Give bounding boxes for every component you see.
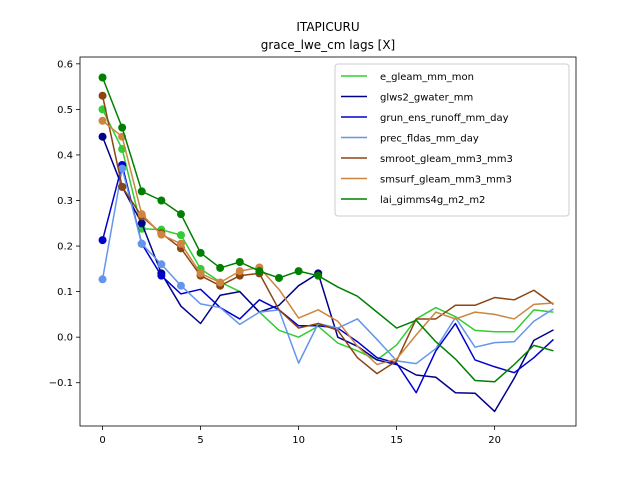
x-tick-label: 20	[488, 435, 501, 446]
series-point-lai_gimms4g_m2_m2-8	[255, 267, 264, 276]
legend-label-e_gleam_mm_mon: e_gleam_mm_mon	[380, 72, 474, 83]
series-point-prec_fldas_mm_day-2	[137, 239, 146, 248]
x-axis: 0 5 10 15 20	[99, 426, 501, 446]
series-point-lai_gimms4g_m2_m2-1	[118, 123, 127, 132]
series-point-lai_gimms4g_m2_m2-10	[294, 267, 303, 276]
legend-box	[334, 63, 570, 217]
series-line-glws2_gwater_mm	[101, 136, 554, 413]
series-point-prec_fldas_mm_day-3	[157, 260, 166, 269]
series-point-lai_gimms4g_m2_m2-5	[196, 248, 205, 257]
series-point-prec_fldas_mm_day-1	[118, 164, 127, 173]
chart-subtitle: grace_lwe_cm lags [X]	[261, 38, 395, 52]
x-tick-label: 10	[292, 435, 305, 446]
series-point-smsurf_gleam_mm3_mm3-3	[157, 230, 166, 239]
y-tick-label: 0.0	[57, 333, 73, 344]
legend-label-smroot_gleam_mm3_mm3: smroot_gleam_mm3_mm3	[380, 154, 513, 165]
y-tick-label: 0.3	[57, 196, 73, 207]
chart-title: ITAPICURU	[296, 20, 359, 34]
plot-frame	[79, 56, 577, 427]
series-layer	[98, 73, 554, 413]
series-point-smroot_gleam_mm3_mm3-1	[118, 182, 127, 191]
series-point-lai_gimms4g_m2_m2-0	[98, 73, 107, 82]
series-point-prec_fldas_mm_day-4	[176, 281, 185, 290]
series-point-lai_gimms4g_m2_m2-2	[137, 187, 146, 196]
series-point-smsurf_gleam_mm3_mm3-7	[235, 267, 244, 276]
series-point-grun_ens_runoff_mm_day-0	[98, 236, 107, 245]
series-point-smsurf_gleam_mm3_mm3-0	[98, 116, 107, 125]
legend-label-glws2_gwater_mm: glws2_gwater_mm	[380, 93, 473, 104]
series-point-smsurf_gleam_mm3_mm3-5	[196, 269, 205, 278]
y-tick-label: −0.1	[49, 378, 73, 389]
series-point-prec_fldas_mm_day-0	[98, 275, 107, 284]
series-point-smsurf_gleam_mm3_mm3-6	[216, 278, 225, 287]
series-point-glws2_gwater_mm-2	[137, 219, 146, 228]
series-point-lai_gimms4g_m2_m2-4	[176, 210, 185, 219]
legend-label-prec_fldas_mm_day: prec_fldas_mm_day	[380, 134, 479, 145]
legend-label-smsurf_gleam_mm3_mm3: smsurf_gleam_mm3_mm3	[380, 175, 512, 186]
y-tick-label: 0.2	[57, 242, 73, 253]
x-tick-label: 5	[197, 435, 203, 446]
series-point-lai_gimms4g_m2_m2-11	[314, 271, 323, 280]
series-line-prec_fldas_mm_day	[101, 167, 554, 365]
x-tick-label: 15	[390, 435, 403, 446]
y-tick-label: 0.4	[57, 150, 73, 161]
series-point-lai_gimms4g_m2_m2-3	[157, 196, 166, 205]
series-point-smroot_gleam_mm3_mm3-0	[98, 91, 107, 100]
series-point-smsurf_gleam_mm3_mm3-4	[176, 239, 185, 248]
series-point-grun_ens_runoff_mm_day-3	[157, 271, 166, 280]
y-axis: −0.1 0.0 0.1 0.2 0.3 0.4 0.5 0.6	[49, 59, 80, 389]
series-point-lai_gimms4g_m2_m2-9	[274, 273, 283, 282]
legend-label-grun_ens_runoff_mm_day: grun_ens_runoff_mm_day	[380, 113, 509, 124]
y-tick-label: 0.6	[57, 59, 73, 70]
y-tick-label: 0.1	[57, 287, 73, 298]
series-point-glws2_gwater_mm-0	[98, 132, 107, 141]
series-point-lai_gimms4g_m2_m2-7	[235, 258, 244, 266]
y-tick-label: 0.5	[57, 105, 73, 116]
legend-label-lai_gimms4g_m2_m2: lai_gimms4g_m2_m2	[380, 195, 485, 206]
series-point-e_gleam_mm_mon-4	[176, 231, 185, 240]
x-tick-label: 0	[99, 435, 105, 446]
series-point-smsurf_gleam_mm3_mm3-2	[137, 210, 146, 219]
legend: e_gleam_mm_mon glws2_gwater_mm grun_ens_ru…	[334, 63, 570, 217]
series-point-lai_gimms4g_m2_m2-6	[216, 263, 225, 272]
